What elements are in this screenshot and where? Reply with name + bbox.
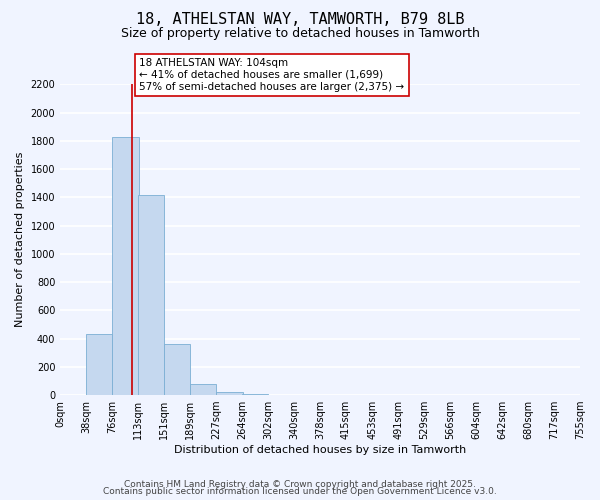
Bar: [138, 194, 164, 395]
Text: 18, ATHELSTAN WAY, TAMWORTH, B79 8LB: 18, ATHELSTAN WAY, TAMWORTH, B79 8LB: [136, 12, 464, 28]
Bar: [164, 344, 190, 395]
Bar: [217, 392, 242, 395]
X-axis label: Distribution of detached houses by size in Tamworth: Distribution of detached houses by size …: [174, 445, 466, 455]
Text: Contains HM Land Registry data © Crown copyright and database right 2025.: Contains HM Land Registry data © Crown c…: [124, 480, 476, 489]
Y-axis label: Number of detached properties: Number of detached properties: [15, 152, 25, 328]
Text: Size of property relative to detached houses in Tamworth: Size of property relative to detached ho…: [121, 28, 479, 40]
Text: Contains public sector information licensed under the Open Government Licence v3: Contains public sector information licen…: [103, 488, 497, 496]
Bar: [242, 394, 268, 395]
Text: 18 ATHELSTAN WAY: 104sqm
← 41% of detached houses are smaller (1,699)
57% of sem: 18 ATHELSTAN WAY: 104sqm ← 41% of detach…: [139, 58, 404, 92]
Bar: [86, 334, 112, 395]
Bar: [190, 384, 217, 395]
Bar: [112, 136, 139, 395]
